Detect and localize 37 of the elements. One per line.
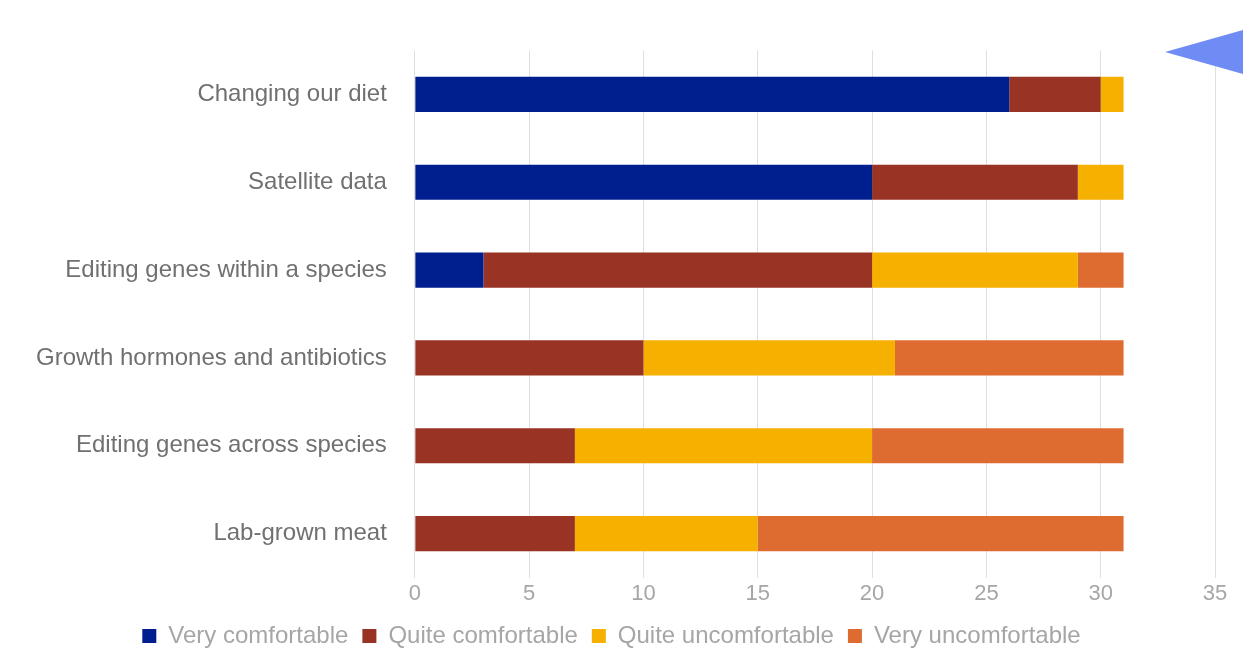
bar [1077, 252, 1124, 288]
x-tick-label: 15 [745, 579, 771, 605]
y-tick-label: Changing our diet [197, 78, 388, 106]
bar [574, 428, 873, 464]
x-tick-label: 35 [1202, 579, 1228, 605]
bar [415, 516, 575, 552]
x-tick-label: 30 [1088, 579, 1113, 605]
bar [415, 252, 484, 288]
bar [1100, 76, 1124, 112]
bar [872, 428, 1124, 464]
bar [894, 340, 1124, 376]
y-tick-label: Editing genes across species [76, 430, 387, 458]
bar [483, 252, 873, 288]
bar [872, 164, 1078, 200]
legend-label: Very comfortable [168, 620, 349, 648]
bar [574, 516, 758, 552]
bar [415, 164, 873, 200]
bar [1009, 76, 1101, 112]
legend-label: Very uncomfortable [873, 620, 1081, 648]
bar [415, 428, 575, 464]
y-tick-label: Growth hormones and antibiotics [35, 342, 387, 370]
y-tick-label: Satellite data [248, 166, 388, 194]
y-tick-label: Editing genes within a species [65, 254, 387, 282]
y-tick-label: Lab-grown meat [213, 518, 388, 546]
x-tick-label: 5 [523, 579, 536, 605]
legend-label: Quite comfortable [388, 620, 578, 648]
bar [415, 76, 1010, 112]
bar [415, 340, 644, 376]
x-tick-label: 25 [974, 579, 999, 605]
x-tick-label: 20 [859, 579, 885, 605]
bar [757, 516, 1124, 552]
x-tick-label: 10 [631, 579, 656, 605]
bar [872, 252, 1078, 288]
bar [643, 340, 895, 376]
legend-label: Quite uncomfortable [617, 620, 834, 648]
x-tick-label: 0 [408, 579, 421, 605]
bar [1077, 164, 1124, 200]
